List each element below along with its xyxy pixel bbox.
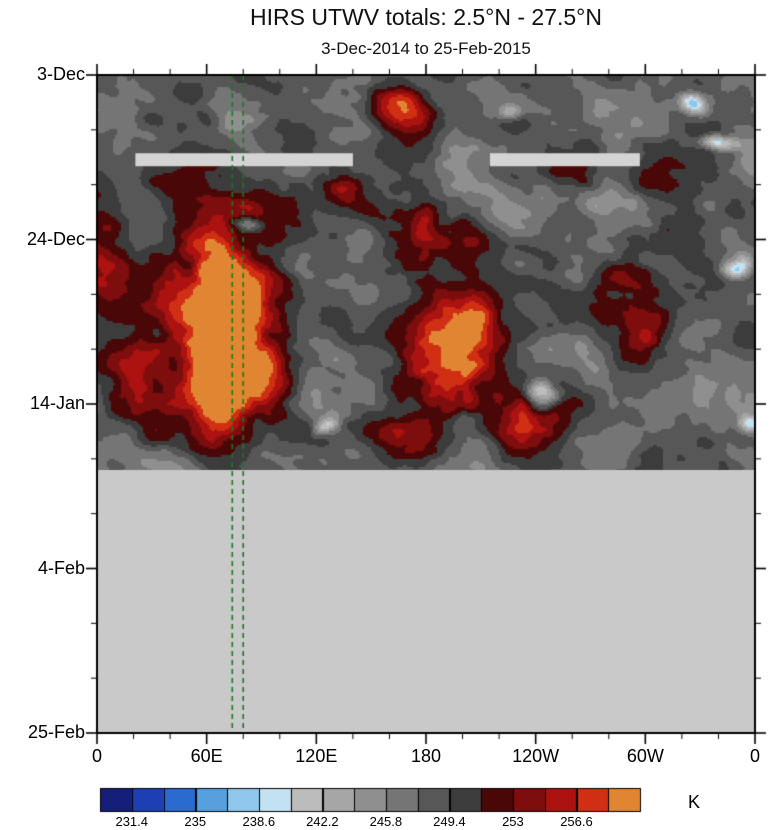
x-tick-label: 120E bbox=[295, 746, 338, 766]
x-tick-label: 60E bbox=[190, 746, 223, 766]
y-tick-label: 4-Feb bbox=[37, 557, 85, 578]
colorbar-tick-label: 235 bbox=[184, 814, 207, 829]
colorbar-tick-label: 242.2 bbox=[306, 814, 339, 829]
colorbar-tick-label: 256.6 bbox=[560, 814, 593, 829]
y-tick-label: 14-Jan bbox=[29, 393, 85, 413]
x-tick-label: 0 bbox=[91, 746, 102, 766]
x-tick-label: 120W bbox=[512, 746, 560, 766]
x-tick-label: 180 bbox=[410, 746, 442, 766]
x-tick-label: 0 bbox=[749, 746, 760, 766]
colorbar-tick-label: 245.8 bbox=[369, 814, 403, 829]
colorbar-unit-label: K bbox=[688, 792, 701, 812]
y-tick-label: 3-Dec bbox=[36, 64, 85, 84]
colorbar-tick-label: 249.4 bbox=[433, 814, 466, 829]
chart-title: HIRS UTWV totals: 2.5°N - 27.5°N bbox=[250, 4, 602, 30]
y-tick-label: 24-Dec bbox=[26, 228, 85, 249]
colorbar-tick-label: 231.4 bbox=[115, 814, 149, 829]
x-tick-label: 60W bbox=[626, 746, 664, 766]
y-tick-label: 25-Feb bbox=[27, 722, 85, 742]
colorbar-tick-label: 238.6 bbox=[242, 814, 276, 829]
colorbar-tick-label: 253 bbox=[502, 814, 524, 829]
chart-subtitle: 3-Dec-2014 to 25-Feb-2015 bbox=[321, 39, 531, 58]
